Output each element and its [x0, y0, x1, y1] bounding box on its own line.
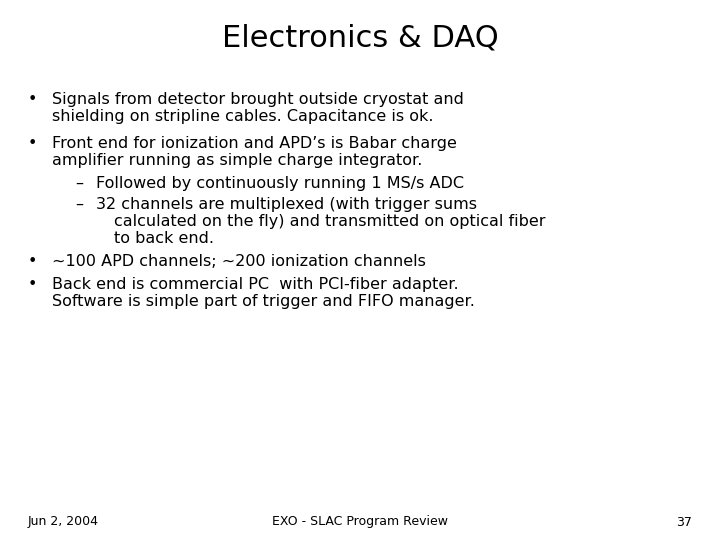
- Text: Back end is commercial PC  with PCI-fiber adapter.: Back end is commercial PC with PCI-fiber…: [52, 277, 459, 292]
- Text: Front end for ionization and APD’s is Babar charge: Front end for ionization and APD’s is Ba…: [52, 136, 457, 151]
- Text: –: –: [75, 176, 83, 191]
- Text: Electronics & DAQ: Electronics & DAQ: [222, 24, 498, 52]
- Text: •: •: [28, 92, 37, 107]
- Text: Jun 2, 2004: Jun 2, 2004: [28, 516, 99, 529]
- Text: shielding on stripline cables. Capacitance is ok.: shielding on stripline cables. Capacitan…: [52, 109, 433, 124]
- Text: to back end.: to back end.: [114, 231, 214, 246]
- Text: •: •: [28, 254, 37, 269]
- Text: amplifier running as simple charge integrator.: amplifier running as simple charge integ…: [52, 153, 423, 168]
- Text: EXO - SLAC Program Review: EXO - SLAC Program Review: [272, 516, 448, 529]
- Text: ~100 APD channels; ~200 ionization channels: ~100 APD channels; ~200 ionization chann…: [52, 254, 426, 269]
- Text: •: •: [28, 277, 37, 292]
- Text: 37: 37: [676, 516, 692, 529]
- Text: Signals from detector brought outside cryostat and: Signals from detector brought outside cr…: [52, 92, 464, 107]
- Text: •: •: [28, 136, 37, 151]
- Text: Software is simple part of trigger and FIFO manager.: Software is simple part of trigger and F…: [52, 294, 475, 309]
- Text: –: –: [75, 197, 83, 212]
- Text: Followed by continuously running 1 MS/s ADC: Followed by continuously running 1 MS/s …: [96, 176, 464, 191]
- Text: 32 channels are multiplexed (with trigger sums: 32 channels are multiplexed (with trigge…: [96, 197, 477, 212]
- Text: calculated on the fly) and transmitted on optical fiber: calculated on the fly) and transmitted o…: [114, 214, 546, 229]
